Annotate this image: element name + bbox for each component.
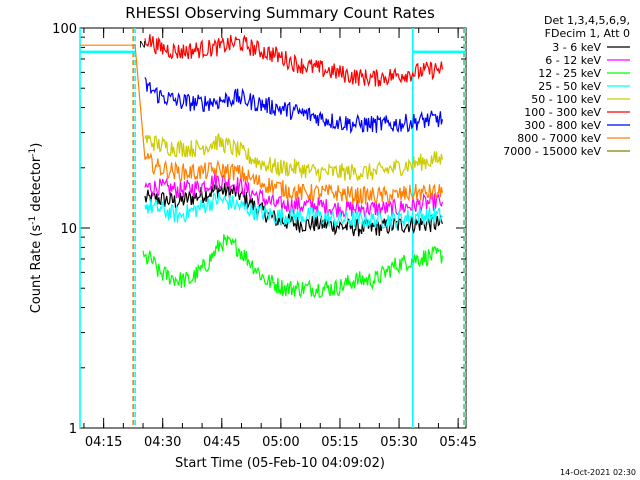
legend-label: 50 - 100 keV — [531, 93, 601, 106]
legend-label: 7000 - 15000 keV — [503, 145, 601, 158]
y-tick-label: 10 — [60, 222, 77, 237]
legend-label: 6 - 12 keV — [545, 54, 601, 67]
timestamp: 14-Oct-2021 02:30 — [560, 468, 636, 477]
x-tick-label: 05:15 — [321, 435, 358, 450]
y-axis-ticks: 1 10 100 — [52, 22, 466, 437]
series-line-2 — [144, 173, 443, 218]
series-line-4 — [144, 192, 443, 230]
y-axis-label-d: -1 — [28, 148, 38, 157]
legend-label: 300 - 800 keV — [524, 119, 601, 132]
x-axis-ticks: 04:15 04:30 04:45 05:00 05:15 05:30 05:45 — [83, 28, 477, 450]
legend-header-line-2: FDecim 1, Att 0 — [545, 27, 630, 40]
x-axis-label: Start Time (05-Feb-10 04:09:02) — [175, 456, 385, 471]
x-tick-label: 04:45 — [203, 435, 240, 450]
legend-label: 3 - 6 keV — [552, 41, 601, 54]
y-tick-label: 100 — [52, 22, 77, 37]
y-axis-label-c: detector — [29, 156, 44, 216]
y-axis-label: Count Rate (s-1 detector-1) — [28, 143, 44, 314]
y-tick-label: 1 — [69, 422, 77, 437]
series-line-7 — [144, 77, 443, 135]
legend-label: 800 - 7000 keV — [517, 132, 601, 145]
legend-label: 25 - 50 keV — [538, 80, 601, 93]
series-line-5 — [144, 133, 443, 184]
series-line-6 — [144, 34, 443, 87]
chart-title: RHESSI Observing Summary Count Rates — [125, 4, 435, 22]
x-tick-label: 04:15 — [85, 435, 122, 450]
legend-header-line-1: Det 1,3,4,5,6,9, — [544, 14, 630, 27]
x-tick-label: 04:30 — [144, 435, 181, 450]
legend: Det 1,3,4,5,6,9, FDecim 1, Att 0 3 - 6 k… — [503, 14, 630, 158]
series-line-8 — [80, 44, 443, 205]
series-line-3 — [142, 234, 443, 299]
y-axis-label-a: Count Rate (s — [29, 225, 44, 314]
y-axis-label-b: -1 — [28, 216, 38, 225]
x-tick-label: 05:00 — [262, 435, 299, 450]
y-axis-label-e: ) — [29, 143, 44, 148]
legend-label: 12 - 25 keV — [538, 67, 601, 80]
data-series — [80, 34, 443, 299]
legend-label: 100 - 300 keV — [524, 106, 601, 119]
x-tick-label: 05:30 — [380, 435, 417, 450]
x-tick-label: 05:45 — [439, 435, 476, 450]
annotation-label: N — [139, 40, 146, 50]
